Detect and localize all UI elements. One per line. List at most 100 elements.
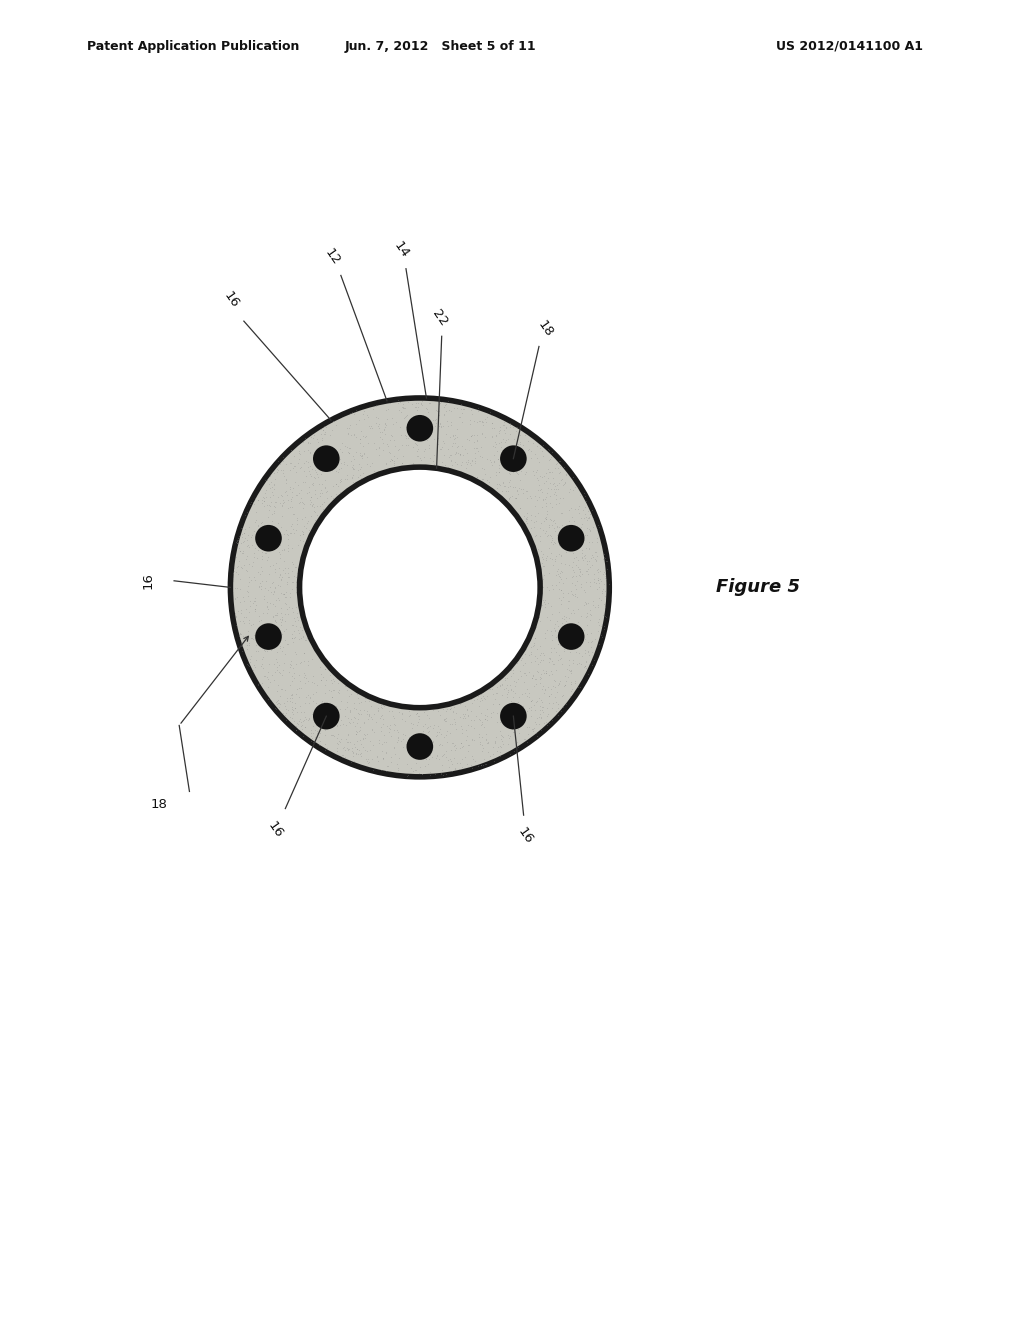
Point — [346, 706, 362, 727]
Point — [521, 686, 538, 708]
Point — [386, 453, 402, 474]
Point — [544, 527, 560, 548]
Point — [234, 532, 251, 553]
Point — [553, 561, 569, 582]
Point — [319, 717, 336, 738]
Point — [312, 663, 329, 684]
Point — [580, 615, 596, 636]
Point — [539, 525, 555, 546]
Point — [279, 520, 295, 541]
Point — [266, 492, 283, 513]
Point — [303, 466, 319, 487]
Point — [300, 461, 316, 482]
Point — [311, 657, 328, 678]
Point — [317, 416, 334, 437]
Point — [270, 451, 287, 473]
Point — [581, 531, 597, 552]
Point — [352, 729, 369, 750]
Point — [554, 533, 570, 554]
Point — [551, 579, 567, 601]
Point — [497, 669, 513, 690]
Point — [262, 539, 279, 560]
Point — [239, 639, 255, 660]
Point — [436, 454, 453, 475]
Point — [542, 508, 558, 529]
Point — [348, 474, 365, 495]
Point — [502, 475, 518, 496]
Point — [464, 758, 480, 779]
Point — [240, 653, 256, 675]
Point — [402, 698, 419, 719]
Point — [254, 572, 270, 593]
Point — [520, 723, 537, 744]
Point — [365, 399, 381, 420]
Point — [343, 425, 359, 446]
Point — [547, 532, 563, 553]
Point — [263, 504, 280, 525]
Point — [443, 450, 460, 471]
Point — [591, 587, 607, 609]
Point — [540, 441, 556, 462]
Point — [541, 525, 557, 546]
Point — [561, 607, 578, 628]
Point — [464, 424, 480, 445]
Point — [357, 426, 374, 447]
Point — [416, 701, 432, 722]
Point — [529, 436, 546, 457]
Point — [528, 467, 545, 488]
Point — [237, 612, 253, 634]
Point — [246, 521, 262, 543]
Point — [284, 537, 300, 558]
Point — [383, 751, 399, 772]
Point — [410, 727, 426, 748]
Point — [294, 718, 310, 739]
Point — [236, 607, 252, 628]
Point — [526, 628, 543, 649]
Point — [311, 722, 328, 743]
Point — [522, 700, 539, 721]
Point — [285, 700, 301, 721]
Point — [398, 404, 415, 425]
Point — [534, 663, 550, 684]
Point — [472, 473, 488, 494]
Point — [313, 444, 330, 465]
Point — [352, 455, 369, 477]
Point — [374, 421, 390, 442]
Point — [581, 537, 597, 558]
Point — [436, 709, 453, 730]
Point — [347, 737, 364, 758]
Point — [410, 393, 426, 414]
Point — [530, 688, 547, 709]
Point — [542, 473, 558, 494]
Point — [393, 709, 410, 730]
Point — [546, 483, 562, 504]
Point — [436, 403, 453, 424]
Point — [493, 474, 509, 495]
Point — [532, 649, 549, 671]
Point — [300, 671, 316, 692]
Point — [309, 675, 326, 696]
Point — [287, 697, 303, 718]
Point — [466, 718, 482, 739]
Point — [309, 429, 326, 450]
Point — [299, 428, 315, 449]
Point — [390, 701, 407, 722]
Point — [314, 428, 331, 449]
Point — [281, 597, 297, 618]
Point — [293, 487, 309, 508]
Point — [528, 673, 545, 694]
Point — [282, 675, 298, 696]
Point — [504, 711, 520, 733]
Text: 14: 14 — [391, 240, 411, 261]
Point — [305, 445, 322, 466]
Point — [572, 653, 589, 675]
Point — [551, 473, 567, 494]
Point — [446, 444, 463, 465]
Point — [269, 536, 286, 557]
Point — [266, 697, 283, 718]
Point — [353, 734, 370, 755]
Point — [375, 440, 391, 461]
Point — [339, 725, 355, 746]
Point — [305, 722, 322, 743]
Point — [535, 702, 551, 723]
